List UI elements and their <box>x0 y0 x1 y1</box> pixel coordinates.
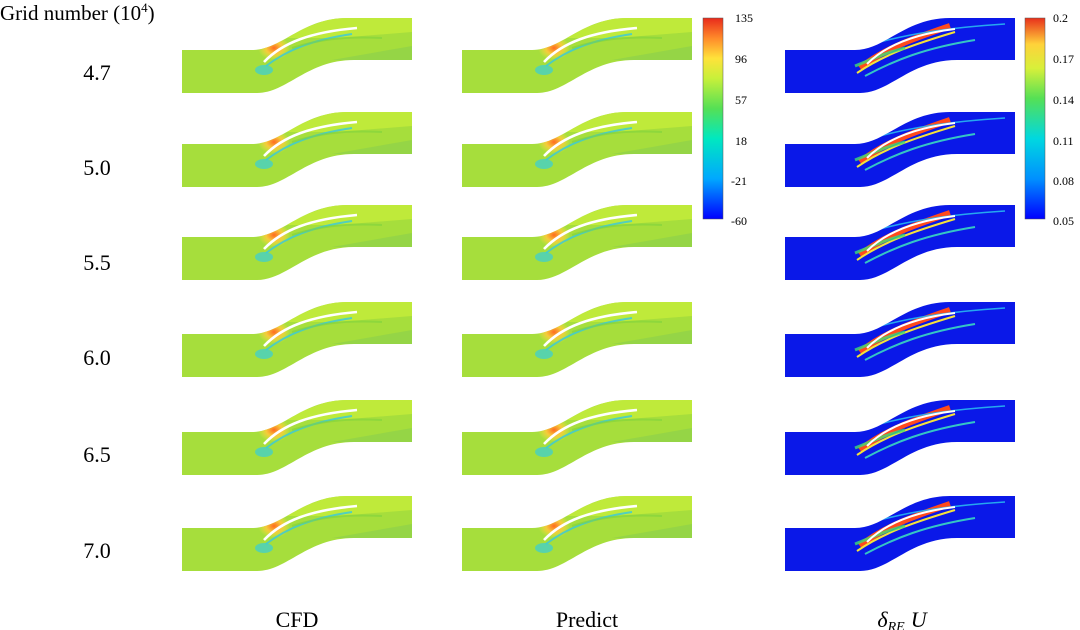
error-column <box>780 13 1025 581</box>
row-labels: 4.7 5.0 5.5 6.0 6.5 7.0 <box>83 60 111 563</box>
cfd-panel-6.0 <box>177 297 422 387</box>
column-label-error: δRE U <box>877 607 928 630</box>
error-panel-7.0 <box>780 491 1025 581</box>
error-tick-0.05: 0.05 <box>1053 214 1074 228</box>
predict-panel-5.0 <box>457 107 702 197</box>
predict-panel-7.0 <box>457 491 702 581</box>
predict-column <box>457 13 702 581</box>
row-label-7.0: 7.0 <box>83 538 111 563</box>
predict-panel-4.7 <box>457 13 702 103</box>
row-label-5.0: 5.0 <box>83 155 111 180</box>
row-label-5.5: 5.5 <box>83 250 111 275</box>
error-tick-0.17: 0.17 <box>1053 52 1074 66</box>
cfd-panel-7.0 <box>177 491 422 581</box>
figure-title: Grid number (104) <box>0 0 155 25</box>
predict-panel-5.5 <box>457 200 702 290</box>
error-colorbar-scale <box>1024 17 1046 220</box>
error-panel-5.0 <box>780 107 1025 197</box>
row-label-6.0: 6.0 <box>83 345 111 370</box>
cfd-panel-4.7 <box>177 13 422 103</box>
predict-panel-6.5 <box>457 395 702 485</box>
velocity-tick--21: -21 <box>731 174 747 188</box>
error-tick-0.11: 0.11 <box>1053 134 1074 148</box>
cfd-column <box>177 13 422 581</box>
error-panel-6.5 <box>780 395 1025 485</box>
velocity-colorbar-scale <box>702 17 724 220</box>
error-panel-5.5 <box>780 200 1025 290</box>
velocity-tick-18: 18 <box>735 134 747 148</box>
velocity-tick-57: 57 <box>735 93 747 107</box>
error-panel-6.0 <box>780 297 1025 387</box>
error-tick-0.08: 0.08 <box>1053 174 1074 188</box>
row-label-6.5: 6.5 <box>83 442 111 467</box>
error-tick-0.2: 0.2 <box>1053 11 1068 25</box>
predict-panel-6.0 <box>457 297 702 387</box>
velocity-tick-96: 96 <box>735 52 747 66</box>
column-label-cfd: CFD <box>276 607 319 630</box>
cfd-panel-5.0 <box>177 107 422 197</box>
cfd-panel-5.5 <box>177 200 422 290</box>
error-colorbar: 0.2 0.17 0.14 0.11 0.08 0.05 <box>1024 11 1074 228</box>
error-panel-4.7 <box>780 13 1025 103</box>
velocity-colorbar: 135 96 57 18 -21 -60 <box>702 11 753 228</box>
row-label-4.7: 4.7 <box>83 60 111 85</box>
velocity-tick--60: -60 <box>731 214 747 228</box>
error-tick-0.14: 0.14 <box>1053 93 1074 107</box>
column-label-predict: Predict <box>556 607 618 630</box>
velocity-tick-135: 135 <box>735 11 753 25</box>
cfd-panel-6.5 <box>177 395 422 485</box>
